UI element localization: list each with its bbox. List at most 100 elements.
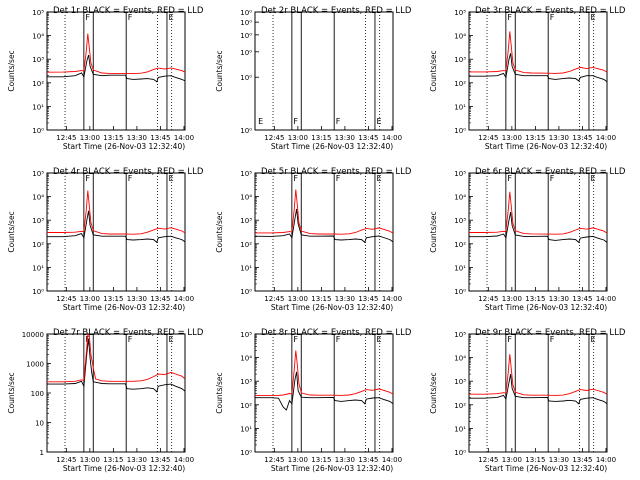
event-marker: F [128,335,133,344]
panel-7: Det 7r BLACK = Events, RED = LLD 1 10 100 10… [7,328,204,473]
event-marker: F [550,174,555,183]
event-marker: E [169,335,174,344]
x-tick-label: 14:00 [596,295,616,303]
x-tick-label: 13:30 [335,134,355,142]
panel-9: Det 9r BLACK = Events, RED = LLD 10⁰ 10¹ 10… [429,328,626,473]
y-tick-label: 1000 [26,361,44,369]
y-tick-label: 10 [35,420,44,428]
x-tick-label: 13:15 [311,295,331,303]
event-marker: F [128,174,133,183]
event-marker: F [336,174,341,183]
y-tick-label: 10⁰ [240,9,252,17]
series-lld-line [255,350,394,396]
event-marker: E [258,117,263,126]
plot-frame [468,172,608,292]
series-events-line [469,212,608,244]
y-axis-label: Counts/sec [7,211,16,252]
series-lld-line [47,334,186,383]
plot-frame [46,333,186,453]
y-tick-label: 10¹ [32,264,44,272]
x-tick-label: 12:45 [264,134,284,142]
series-lld-line [469,191,608,235]
y-tick-label: 10000 [22,331,44,339]
y-tick-label: 10⁴ [454,355,466,363]
x-tick-label: 14:00 [174,295,194,303]
y-tick-label: 10² [32,241,44,249]
x-tick-label: 12:45 [478,295,498,303]
y-tick-label: 10⁵ [454,170,466,178]
y-tick-label: 10³ [240,378,252,386]
series-events-line [47,54,186,83]
y-tick-label: 10⁴ [454,33,466,41]
x-axis-label: Start Time (26-Nov-03 12:32:40) [271,464,393,473]
x-tick-label: 12:45 [264,295,284,303]
x-tick-label: 12:45 [56,456,76,464]
panel-title: Det 9r BLACK = Events, RED = LLD [475,328,626,338]
x-tick-label: 13:30 [127,134,147,142]
y-tick-label: 10¹ [32,103,44,111]
panel-title: Det 5r BLACK = Events, RED = LLD [261,167,412,177]
x-tick-label: 13:30 [549,134,569,142]
x-axis-label: Start Time (26-Nov-03 12:32:40) [485,303,607,312]
x-tick-label: 14:00 [596,456,616,464]
y-tick-label: 10⁰ [454,288,466,296]
y-tick-label: 10⁴ [32,33,44,41]
y-tick-label: 100 [31,390,44,398]
x-axis-label: Start Time (26-Nov-03 12:32:40) [485,142,607,151]
y-tick-label: 10⁵ [240,170,252,178]
x-axis-label: Start Time (26-Nov-03 12:32:40) [63,142,185,151]
x-tick-label: 12:45 [478,456,498,464]
y-tick-label: 10³ [454,378,466,386]
y-tick-label: 10⁰ [240,19,252,27]
panel-2: Det 2r BLACK = Events, RED = LLD 10⁰ 10⁰ 10… [215,6,412,151]
y-tick-label: 10⁰ [240,74,252,82]
y-axis-label: Counts/sec [7,372,16,413]
y-tick-label: 10² [240,241,252,249]
y-tick-label: 10⁴ [32,194,44,202]
y-axis-label: Counts/sec [429,211,438,252]
y-tick-label: 10⁰ [240,288,252,296]
x-tick-label: 13:00 [80,295,100,303]
event-marker: F [293,117,298,126]
event-marker: E [377,335,382,344]
y-tick-label: 10² [32,80,44,88]
y-tick-label: 10³ [32,56,44,64]
x-tick-label: 13:45 [358,134,378,142]
x-tick-label: 13:15 [103,134,123,142]
y-tick-label: 10⁰ [240,449,252,457]
y-tick-label: 1 [40,449,44,457]
x-tick-label: 13:00 [288,295,308,303]
event-marker: F [507,174,512,183]
x-tick-label: 13:00 [502,295,522,303]
panel-title: Det 6r BLACK = Events, RED = LLD [475,167,626,177]
x-tick-label: 13:45 [150,295,170,303]
x-tick-label: 13:15 [311,456,331,464]
y-tick-label: 10⁰ [240,127,252,135]
y-tick-label: 10¹ [454,425,466,433]
panel-8: Det 8r BLACK = Events, RED = LLD 10⁰ 10¹ 10… [215,328,412,473]
y-tick-label: 10⁰ [454,127,466,135]
plot-frame [46,172,186,292]
x-tick-label: 13:15 [103,456,123,464]
x-tick-label: 12:45 [478,134,498,142]
series-lld-line [47,190,186,235]
event-marker: F [336,335,341,344]
event-marker: F [128,13,133,22]
x-tick-label: 13:00 [288,134,308,142]
series-events-line [47,210,186,244]
y-tick-label: 10¹ [240,264,252,272]
x-tick-label: 13:45 [572,456,592,464]
event-marker: E [377,174,382,183]
plot-frame [468,333,608,453]
y-tick-label: 10⁵ [454,9,466,17]
y-tick-label: 10⁰ [454,449,466,457]
panel-5: Det 5r BLACK = Events, RED = LLD 10⁰ 10¹ 10… [215,167,412,312]
y-tick-label: 10⁰ [32,288,44,296]
y-axis-label: Counts/sec [215,50,224,91]
panel-title: Det 7r BLACK = Events, RED = LLD [53,328,204,338]
x-tick-label: 13:30 [335,295,355,303]
x-axis-label: Start Time (26-Nov-03 12:32:40) [271,303,393,312]
y-tick-label: 10³ [240,217,252,225]
panel-title: Det 3r BLACK = Events, RED = LLD [475,6,626,16]
